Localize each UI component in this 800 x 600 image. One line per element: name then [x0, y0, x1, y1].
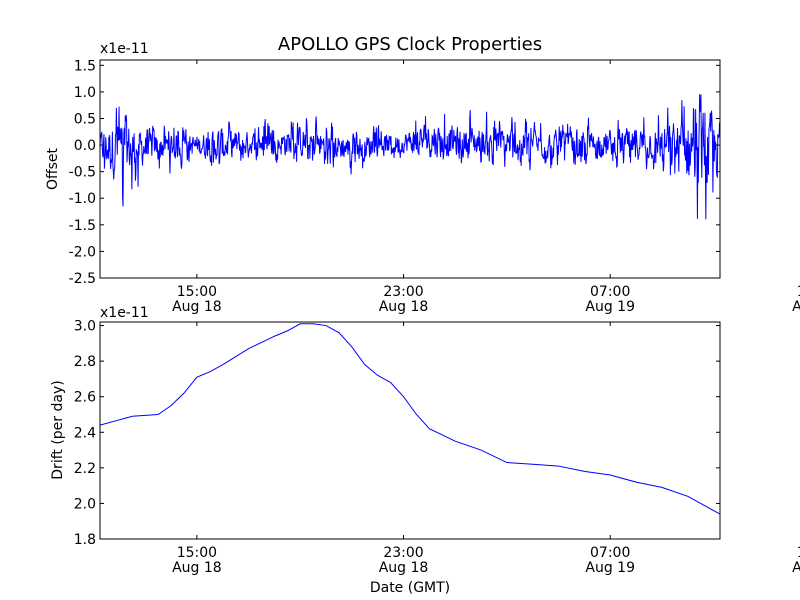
drift-x-tick-time: 23:00: [383, 545, 423, 561]
offset-y-tick-label: -1.5: [69, 218, 96, 234]
offset-y-tick-label: 0.0: [74, 138, 96, 154]
offset-x-tick-time: 15:00: [177, 284, 217, 300]
drift-y-tick-label: 1.8: [74, 532, 96, 548]
drift-scale-label: x1e-11: [100, 305, 149, 321]
drift-y-axis-label: Drift (per day): [50, 380, 66, 479]
offset-y-tick-label: -2.0: [69, 244, 96, 260]
offset-y-tick-label: 0.5: [74, 111, 96, 127]
drift-y-tick-label: 2.2: [74, 461, 96, 477]
offset-y-tick-label: -2.5: [69, 271, 96, 287]
drift-x-tick-date: Aug 19: [792, 560, 800, 576]
offset-series-line: [99, 94, 721, 220]
drift-x-tick-time: 07:00: [590, 545, 630, 561]
offset-y-tick-label: -1.0: [69, 191, 96, 207]
chart-title: APOLLO GPS Clock Properties: [278, 34, 542, 55]
drift-x-tick-time: 15:00: [177, 545, 217, 561]
drift-y-tick-label: 3.0: [74, 319, 96, 335]
offset-x-tick-time: 07:00: [590, 284, 630, 300]
offset-panel: APOLLO GPS Clock Properties x1e-11 Offse…: [45, 34, 800, 315]
offset-plot-frame: [99, 59, 721, 279]
offset-y-tick-label: 1.0: [74, 85, 96, 101]
offset-x-tick-date: Aug 18: [172, 299, 222, 315]
offset-x-tick-date: Aug 19: [792, 299, 800, 315]
drift-y-tick-label: 2.0: [74, 496, 96, 512]
drift-panel: x1e-11 Drift (per day) Date (GMT) 1.8 2.0…: [50, 305, 800, 596]
offset-x-tick-time: 15:00: [797, 284, 800, 300]
x-axis-label: Date (GMT): [370, 580, 450, 596]
offset-x-tick-date: Aug 18: [379, 299, 429, 315]
drift-series-line: [99, 323, 721, 515]
offset-x-tick-date: Aug 19: [585, 299, 635, 315]
drift-x-tick-date: Aug 18: [172, 560, 222, 576]
offset-y-tick-label: 1.5: [74, 58, 96, 74]
drift-y-tick-label: 2.4: [74, 425, 96, 441]
drift-x-tick-date: Aug 19: [585, 560, 635, 576]
drift-x-tick-time: 15:00: [797, 545, 800, 561]
offset-y-tick-label: -0.5: [69, 165, 96, 181]
drift-x-tick-date: Aug 18: [379, 560, 429, 576]
drift-y-tick-label: 2.6: [74, 390, 96, 406]
offset-x-tick-time: 23:00: [383, 284, 423, 300]
drift-y-tick-label: 2.8: [74, 354, 96, 370]
drift-plot-frame: [99, 321, 721, 540]
offset-scale-label: x1e-11: [100, 41, 149, 57]
offset-y-axis-label: Offset: [45, 147, 61, 190]
